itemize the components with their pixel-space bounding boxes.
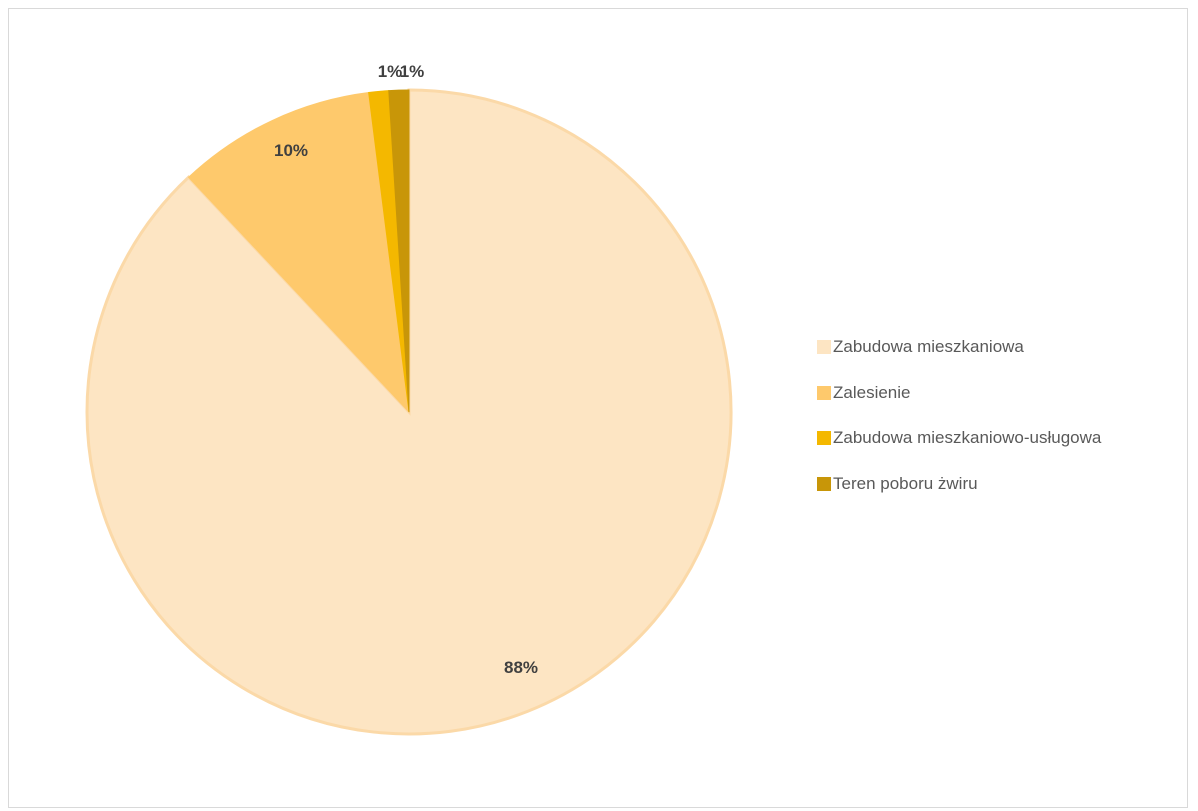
data-label-zabudowa-mieszkaniowo-uslugowa: 1% (378, 62, 403, 81)
legend-label: Teren poboru żwiru (833, 473, 978, 493)
pie-slices (85, 88, 733, 736)
legend-label: Zabudowa mieszkaniowo-usługowa (833, 428, 1102, 447)
pie-chart: 88% 10% 1%1% (85, 62, 733, 736)
data-label-zabudowa-mieszkaniowa: 88% (504, 658, 538, 677)
data-label-teren-poboru-zwiru: 1% (400, 62, 425, 81)
legend-label: Zabudowa mieszkaniowa (833, 337, 1024, 356)
pie-slice-zalesienie (187, 91, 410, 414)
legend-item-zabudowa-mieszkaniowa: Zabudowa mieszkaniowa (817, 336, 1101, 358)
legend-item-zalesienie: Zalesienie (817, 382, 1101, 404)
pie-slice-teren-poboru-zwiru (388, 89, 410, 413)
legend-label: Zalesienie (833, 382, 911, 402)
pie-data-labels: 88% 10% 1%1% (274, 62, 538, 677)
legend-swatch (817, 476, 831, 491)
legend-swatch (817, 340, 831, 354)
data-label-zalesienie: 10% (274, 141, 308, 160)
chart-frame: 88% 10% 1% 1% Zabudowa mieszkaniowa Zalesien… (8, 8, 1188, 808)
legend-swatch (817, 431, 831, 445)
chart-legend: Zabudowa mieszkaniowa Zalesienie Zabudowa … (817, 336, 1101, 518)
legend-swatch (817, 385, 831, 400)
legend-item-teren-poboru-zwiru: Teren poboru żwiru (817, 473, 1101, 495)
legend-item-zabudowa-mieszkaniowo-uslugowa: Zabudowa mieszkaniowo-usługowa (817, 427, 1101, 449)
